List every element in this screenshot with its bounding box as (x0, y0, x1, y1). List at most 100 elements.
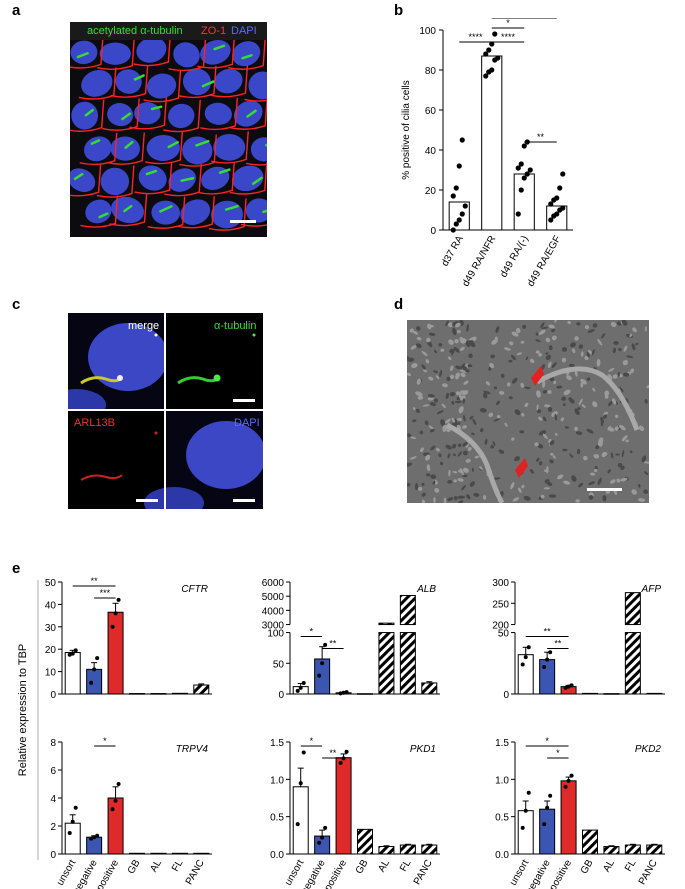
sem-microvillus (607, 426, 612, 431)
junction (147, 196, 186, 229)
sem-microvillus (574, 370, 578, 377)
microscopy-image-c: merge α-tubulin ARL13B DAPI (68, 313, 263, 509)
sem-microvillus (492, 477, 501, 480)
nucleus (232, 41, 261, 67)
data-point (548, 217, 554, 223)
sem-microvillus (465, 458, 471, 463)
data-point (548, 793, 553, 798)
sem-microvillus (436, 410, 444, 415)
sem-microvillus (451, 400, 455, 405)
sem-microvillus (538, 461, 543, 466)
data-point (450, 193, 456, 199)
sem-microvillus (421, 350, 428, 357)
sem-microvillus (465, 369, 470, 373)
sem-microvillus (617, 371, 620, 377)
junction (70, 164, 102, 197)
sem-microvillus (629, 333, 633, 338)
sem-microvillus (488, 412, 494, 418)
nucleus (250, 137, 267, 162)
bar-upper (399, 594, 416, 626)
sem-microvillus (625, 397, 629, 404)
sem-microvillus (410, 436, 417, 440)
x-tick-label: positive (323, 858, 350, 889)
sem-microvillus (407, 462, 413, 467)
significance-label: **** (468, 32, 483, 42)
sem-microvillus (571, 475, 577, 482)
sem-microvillus (538, 329, 546, 335)
junction (102, 98, 140, 131)
nucleus (213, 134, 246, 161)
sem-microvillus (597, 477, 602, 486)
sem-microvillus (433, 398, 438, 403)
data-point (548, 201, 554, 207)
x-tick-label: positive (95, 858, 122, 889)
sem-microvillus (504, 347, 511, 351)
label-arl13b: ARL13B (74, 417, 115, 429)
sem-microvillus (488, 366, 492, 371)
e-y-axis-label: Relative expression to TBP (17, 644, 29, 776)
cilia-layer (73, 44, 267, 219)
sem-microvillus (610, 321, 617, 328)
sem-microvillus (407, 433, 412, 438)
sem-microvillus (535, 339, 541, 343)
sem-microvillus (590, 472, 596, 476)
cilium (73, 172, 84, 181)
significance-label: * (310, 627, 314, 637)
y-tick-label: 8 (50, 738, 56, 749)
data-point (520, 825, 525, 830)
sem-microvillus (480, 428, 484, 433)
y-tick-label: 50 (498, 629, 510, 640)
gene-label: PKD1 (410, 744, 436, 755)
cilium (262, 209, 267, 214)
data-point (323, 825, 328, 830)
data-point (518, 187, 524, 193)
sem-microvillus (547, 390, 552, 394)
sem-microvillus (452, 453, 456, 457)
significance-label: **** (501, 32, 516, 42)
sem-microvillus (462, 474, 468, 478)
sem-microvillus (613, 341, 619, 345)
significance-label: * (506, 18, 510, 28)
nucleus (201, 166, 230, 190)
y-tick-label: 80 (425, 66, 437, 77)
y-tick-label: 300 (492, 578, 509, 589)
sem-microvillus (448, 339, 454, 345)
sem-microvillus (412, 407, 416, 411)
bar (421, 844, 438, 855)
nucleus (245, 198, 267, 223)
sem-microvillus (494, 336, 498, 341)
sem-microvillus (541, 364, 546, 370)
data-point (70, 819, 75, 824)
sem-microvillus (646, 385, 649, 389)
sem-microvillus (610, 452, 614, 459)
significance-label: * (103, 736, 107, 746)
sem-microvillus (416, 336, 422, 341)
label-zo1: ZO-1 (201, 25, 227, 37)
significance-label: * (556, 748, 560, 758)
sem-microvillus (410, 345, 417, 350)
cilium (150, 105, 163, 111)
y-tick-label: 0 (50, 690, 56, 701)
data-point (317, 840, 322, 845)
data-point (554, 195, 560, 201)
nucleus (211, 200, 244, 229)
sem-microvillus (434, 488, 440, 493)
data-point (320, 661, 325, 666)
junction (197, 162, 235, 195)
sem-microvillus (418, 486, 423, 491)
cilium (251, 176, 263, 186)
sem-microvillus (510, 354, 517, 361)
y-tick-label: 6000 (262, 578, 285, 589)
sem-microvillus (567, 320, 571, 325)
nucleus (146, 73, 177, 99)
sem-microvillus (450, 365, 454, 371)
sem-microvillus (454, 400, 462, 404)
sem-microvillus (551, 362, 557, 369)
cilium (98, 212, 109, 219)
sem-microvillus (454, 338, 459, 344)
sem-microvillus (523, 495, 531, 501)
bar (107, 797, 124, 855)
sem-microvillus (465, 340, 474, 343)
data-point (492, 31, 498, 37)
